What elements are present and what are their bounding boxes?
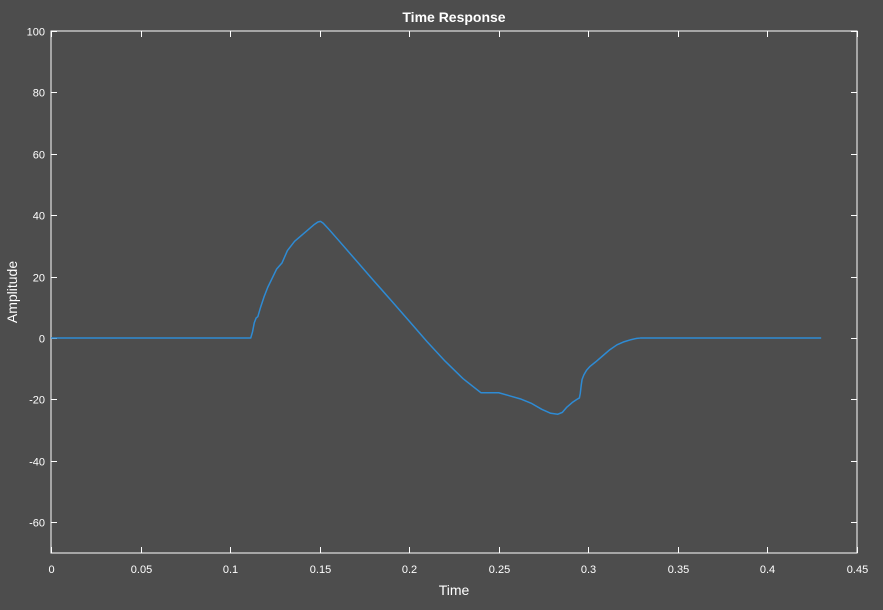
- y-tick-label: 60: [33, 150, 45, 162]
- x-tick-label: 0.2: [402, 564, 417, 576]
- x-tick-label: 0.15: [310, 564, 331, 576]
- x-tick-label: 0.4: [760, 564, 775, 576]
- series-layer: [51, 220, 822, 415]
- y-tick-label: 0: [39, 334, 45, 346]
- y-tick-label: 20: [33, 273, 45, 285]
- series-line: [51, 220, 822, 415]
- x-tick-label: 0: [48, 564, 54, 576]
- y-tick-label: 100: [27, 27, 45, 39]
- y-tick-label: -60: [29, 518, 45, 530]
- x-tick-label: 0.45: [847, 564, 868, 576]
- x-tick-label: 0.3: [581, 564, 596, 576]
- x-tick-label: 0.25: [489, 564, 510, 576]
- y-tick-label: -20: [29, 395, 45, 407]
- x-tick-label: 0.35: [668, 564, 689, 576]
- tick-marks: [51, 31, 858, 553]
- y-axis-label: Amplitude: [4, 261, 20, 323]
- x-axis-label: Time: [439, 582, 470, 598]
- x-tick-label: 0.05: [131, 564, 152, 576]
- tick-labels: 0 0.05 0.1 0.15 0.2 0.25 0.3 0.35 0.4 0.45 -60 -40 -…: [27, 27, 869, 577]
- plot-area: [50, 30, 858, 554]
- y-tick-label: -40: [29, 457, 45, 469]
- chart-title: Time Response: [402, 9, 505, 25]
- x-tick-label: 0.1: [223, 564, 238, 576]
- y-tick-label: 80: [33, 88, 45, 100]
- y-tick-label: 40: [33, 211, 45, 223]
